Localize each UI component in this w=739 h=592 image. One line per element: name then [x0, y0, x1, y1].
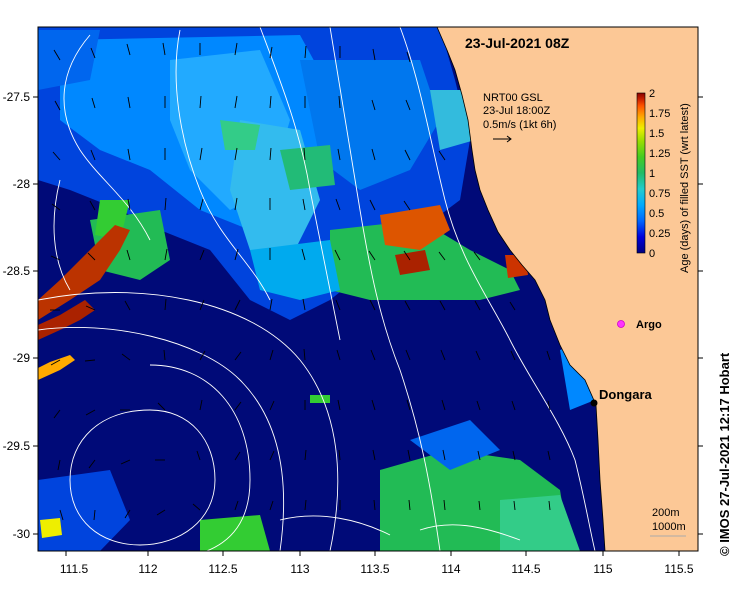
dongara-label: Dongara [599, 387, 653, 402]
y-tick-label: -30 [13, 527, 31, 541]
current-legend: NRT00 GSL 23-Jul 18:00Z 0.5m/s (1kt 6h) [483, 92, 556, 143]
x-tick-label: 115.5 [664, 562, 693, 576]
y-axis-labels: -27.5 -28 -28.5 -29 -29.5 -30 [3, 90, 31, 541]
y-tick-label: -27.5 [3, 90, 31, 104]
dongara-marker: Dongara [590, 387, 653, 407]
colorbar-tick: 1.25 [649, 148, 670, 160]
colorbar-gradient [636, 92, 646, 254]
x-tick-label: 114 [441, 562, 460, 576]
current-legend-line3: 0.5m/s (1kt 6h) [483, 119, 556, 131]
colorbar-tick: 1 [649, 168, 655, 180]
colorbar-tick: 1.5 [649, 128, 664, 140]
x-axis-labels: 111.5 112 112.5 113 113.5 114 114.5 115 … [60, 562, 694, 576]
credit-text: © IMOS 27-Jul-2021 12:17 Hobart [717, 352, 732, 556]
argo-icon [617, 320, 625, 328]
colorbar-tick: 1.75 [649, 108, 670, 120]
isobath-legend-1000m: 1000m [652, 521, 686, 533]
colorbar-tick: 2 [649, 88, 655, 100]
colorbar-tick: 0.75 [649, 188, 670, 200]
land [436, 27, 698, 551]
town-dot-icon [590, 399, 598, 407]
x-tick-label: 113.5 [360, 562, 389, 576]
argo-label: Argo [636, 319, 662, 331]
current-arrows [50, 42, 551, 521]
argo-marker: Argo [617, 319, 662, 331]
isobath-legend-200m: 200m [652, 507, 680, 519]
map-title: 23-Jul-2021 08Z [465, 35, 570, 51]
colorbar-tick: 0 [649, 248, 655, 260]
x-tick-label: 113 [290, 562, 309, 576]
current-legend-line2: 23-Jul 18:00Z [483, 105, 551, 117]
x-tick-label: 111.5 [60, 562, 89, 576]
y-tick-label: -28 [13, 177, 31, 191]
axis-tick-marks [33, 96, 703, 556]
y-tick-label: -29.5 [3, 439, 31, 453]
reference-arrow-icon [493, 135, 512, 143]
map-plot-area [38, 27, 698, 551]
contour-lines [38, 27, 596, 551]
y-tick-label: -28.5 [3, 264, 31, 278]
y-tick-label: -29 [13, 351, 31, 365]
x-tick-label: 112 [138, 562, 157, 576]
x-tick-label: 115 [593, 562, 612, 576]
colorbar: 2 1.75 1.5 1.25 1 0.75 0.5 0.25 0 Age (d… [636, 88, 691, 273]
isobath-legend: 200m 1000m [650, 507, 686, 537]
x-tick-label: 114.5 [511, 562, 540, 576]
plot-frame [37, 26, 699, 552]
x-tick-label: 112.5 [208, 562, 237, 576]
colorbar-tick: 0.25 [649, 228, 670, 240]
current-legend-line1: NRT00 GSL [483, 92, 543, 104]
colorbar-label: Age (days) of filled SST (wrt latest) [679, 103, 691, 273]
colorbar-tick: 0.5 [649, 208, 664, 220]
